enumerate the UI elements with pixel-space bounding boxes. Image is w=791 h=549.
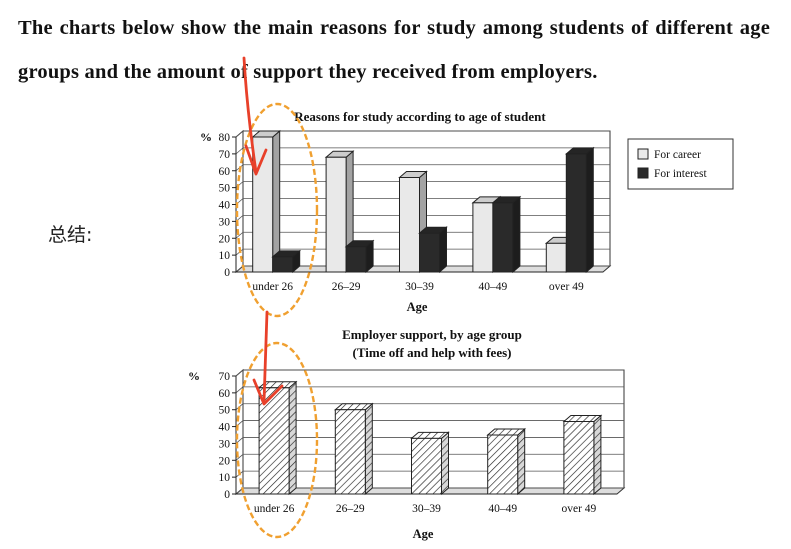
bar-side [585,146,594,274]
legend-swatch-career [637,148,649,160]
annotation-circle-top [235,102,319,318]
x-tick-label: 26–29 [336,503,365,515]
x-tick-label: under 26 [252,281,293,293]
bar-side [512,195,521,274]
bar-side [517,427,526,496]
y-tick-label: 40 [219,422,231,434]
x-tick-label: over 49 [561,503,596,515]
bar [324,150,355,274]
gridline-diag [235,386,244,394]
x-tick-label: 30–39 [412,503,441,515]
y-tick-label: 40 [219,200,231,212]
y-tick-label: 60 [219,388,231,400]
chart1-title: Reasons for study according to age of st… [294,109,546,124]
y-tick-label: 20 [219,455,231,467]
x-tick-label: 30–39 [405,281,434,293]
bar-side [272,129,281,274]
legend-label-interest: For interest [654,168,708,180]
bar-front [563,421,595,495]
bar [418,226,448,274]
bar-side [288,380,297,496]
gridline-diag [235,130,244,138]
bar [271,249,302,274]
chart2-plot: 0 10 20 30 40 50 60 70 under 26 26–29 30–39 40–49 ov… [219,368,626,515]
chart1-xlabel: Age [407,300,428,314]
bar-front [258,387,290,495]
x-tick-label: under 26 [254,503,295,515]
legend-label-career: For career [654,149,701,161]
bar-front [345,246,367,273]
gridline-diag [235,369,244,377]
bar-top [486,428,527,436]
x-tick-label: 26–29 [332,281,361,293]
chart2-subtitle: (Time off and help with fees) [352,345,511,360]
bar-side [364,402,373,496]
gridline-diag [235,265,244,273]
chart1-plot: 0 10 20 30 40 50 60 70 80 under 26 26–29 30–39 40–49… [219,129,612,293]
bar-top [333,403,374,411]
bar-top [562,415,603,423]
chart2-xlabel: Age [413,527,434,541]
y-tick-label: 10 [219,250,231,262]
intro-paragraph: The charts below show the main reasons f… [18,17,770,83]
chart2-ylabel: % [188,369,200,383]
annotation-circle-bottom [235,341,319,539]
bar [257,380,298,496]
bar-side [441,431,449,496]
bar [491,195,522,274]
summary-label: 总结: [48,224,93,246]
bar-front [399,177,420,273]
chart1-ylabel: % [200,130,212,144]
y-tick-label: 60 [219,166,231,178]
bar-front [545,242,567,273]
legend-swatch-interest [637,167,649,179]
y-tick-label: 10 [219,472,231,484]
bar-front [272,256,294,273]
y-tick-label: 20 [219,233,231,245]
y-tick-label: 50 [219,405,231,417]
y-tick-label: 50 [219,183,231,195]
y-tick-label: 70 [219,371,231,383]
y-tick-label: 0 [224,267,230,279]
bar-front [334,409,366,495]
y-tick-label: 0 [224,489,230,501]
y-tick-label: 80 [219,132,231,144]
bar-front [419,232,440,273]
bar-front [411,437,442,495]
x-tick-label: 40–49 [479,281,508,293]
bar-front [565,153,587,273]
bar-front [492,202,514,273]
bar-side [593,414,602,496]
annotation-arrow-top [242,56,258,174]
y-tick-label: 70 [219,149,231,161]
bar-side [439,226,447,274]
bar [564,146,595,274]
bar [486,427,527,496]
y-tick-label: 30 [219,216,231,228]
bar-front [472,202,494,273]
bar [562,414,603,496]
bar-front [325,156,347,273]
annotation-arrow-top-head [244,144,268,176]
bar [344,239,375,274]
annotations [235,56,319,539]
bar [333,402,374,496]
x-tick-label: over 49 [549,281,584,293]
y-tick-label: 30 [219,438,231,450]
chart2-title: Employer support, by age group [342,327,522,342]
bar-top [410,431,450,439]
annotation-arrow-bottom-head [252,378,284,406]
annotation-arrow-bottom [262,310,269,404]
x-tick-label: 40–49 [488,503,517,515]
gridline-diag [235,147,244,155]
chart1-legend: For career For interest [627,138,734,190]
bar [410,431,450,496]
bar-front [487,434,519,495]
gridline-diag [235,453,244,461]
gridline-diag [235,231,244,239]
